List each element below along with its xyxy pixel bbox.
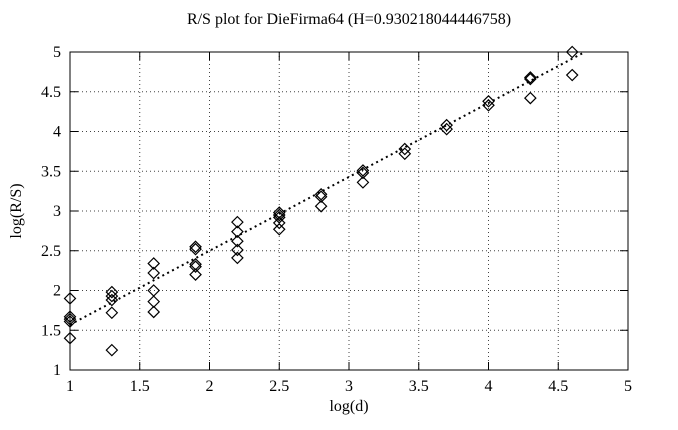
data-point-diamond [231,215,244,229]
data-point-diamond [63,312,77,326]
x-tick-label: 1 [66,378,74,395]
x-tick-label: 2.5 [269,378,289,395]
plot-border [69,51,629,371]
data-point-diamond [314,199,328,213]
data-point-diamond [356,166,370,180]
data-point-diamond [272,208,286,222]
data-point-diamond [482,98,495,112]
data-point-diamond [565,45,579,59]
chart-title: R/S plot for DieFirma64 (H=0.93021804444… [186,11,512,28]
y-tick-label: 4 [53,124,61,141]
data-point-diamond [524,72,537,86]
data-point-diamond [105,285,119,299]
x-tick-label: 5 [624,378,632,395]
y-tick-label: 1.5 [41,322,61,339]
data-point-diamond [147,266,161,280]
data-point-diamond [63,292,77,305]
data-point-diamond [189,268,202,281]
x-tick-label: 4.5 [548,378,568,395]
data-point-diamond [482,94,495,108]
x-tick-label: 1.5 [130,378,150,395]
data-point-diamond [356,176,370,189]
data-point-diamond [189,240,202,254]
data-point-diamond [272,216,286,230]
y-tick-label: 2.5 [41,243,61,260]
data-point-diamond [314,187,328,201]
data-point-diamond [231,251,244,265]
x-tick-label: 3 [345,378,353,395]
x-tick-label: 4 [485,378,493,395]
y-tick-label: 5 [53,44,61,61]
y-tick-label: 4.5 [41,84,61,101]
data-point-diamond [147,284,161,297]
data-point-diamond [105,293,119,307]
data-point-diamond [565,68,579,82]
data-point-diamond [147,295,161,308]
data-point-diamond [63,315,77,328]
data-point-diamond [272,211,286,224]
x-tick-label: 3.5 [409,378,429,395]
x-tick-label: 2 [206,378,214,395]
y-tick-label: 1 [53,362,61,379]
data-point-diamond [231,234,244,248]
data-point-diamond [524,71,537,84]
data-point-diamond [398,142,412,156]
y-tick-label: 3 [53,203,61,220]
data-point-diamond [189,260,202,273]
data-point-diamond [105,306,119,320]
data-point-diamond [440,122,453,136]
data-point-diamond [147,257,161,270]
data-point-diamond [189,242,202,256]
data-point-diamond [440,118,453,132]
fit-line [69,51,584,326]
data-point-diamond [356,164,370,177]
data-point-diamond [105,343,119,357]
data-point-diamond [63,310,77,324]
y-tick-label: 3.5 [41,163,61,180]
x-axis-label: log(d) [329,398,369,415]
data-point-diamond [231,225,244,239]
data-point-diamond [314,190,328,204]
data-point-diamond [105,289,119,303]
data-point-diamond [272,222,286,236]
data-point-diamond [524,91,537,105]
y-tick-label: 2 [53,283,61,300]
data-point-diamond [63,331,77,345]
data-point-diamond [398,147,412,161]
data-point-diamond [231,243,244,257]
data-point-diamond [147,305,161,319]
